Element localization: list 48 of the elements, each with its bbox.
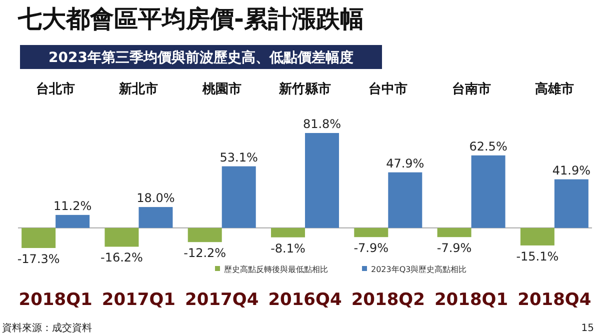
bar [388,172,422,228]
text: 2018Q1 [434,290,508,310]
chart-subtitle: 2023年第三季均價與前波歷史高、低點價差幅度 [48,49,354,66]
data-label: 18.0% [136,191,175,206]
bar [437,228,472,238]
legend-label: 2023年Q3與歷史高點相比 [371,265,467,274]
x-tick-label: 台中市 [368,81,408,97]
x-tick-label: 桃園市 [201,81,242,97]
data-label: -7.9% [436,241,472,256]
bar [138,207,173,228]
data-label: 62.5% [469,139,508,154]
bar [554,179,588,228]
x-tick-label: 高雄市 [534,81,574,97]
chart-title: 七大都會區平均房價-累計漲跌幅 [17,5,364,33]
legend-label: 歷史高點反轉後與最低點相比 [224,265,328,274]
data-label: 81.8% [302,117,342,131]
bar [520,228,554,246]
data-label: -7.9% [354,241,389,256]
bar [305,133,339,228]
text: 2016Q4 [268,290,342,310]
text: 2017Q4 [185,290,259,310]
data-label: 11.2% [54,198,92,213]
text: 2017Q1 [102,290,176,310]
bar [354,228,388,238]
data-label: -8.1% [270,241,306,256]
x-tick-label: 台北市 [36,81,76,97]
data-label: 53.1% [220,150,258,164]
x-tick-label: 台南市 [452,81,491,97]
bar [222,166,256,228]
data-label: -16.2% [100,250,143,265]
bar [271,228,305,238]
text: 2018Q4 [518,290,592,310]
bar [471,155,506,228]
x-tick-label: 新竹縣市 [278,81,331,97]
text: 2018Q2 [351,290,425,310]
data-label: 47.9% [386,156,424,170]
data-label: -17.3% [17,252,60,266]
bar [104,228,139,247]
data-label: -12.2% [184,246,226,260]
source-note: 資料來源：成交資料 [2,322,92,334]
x-tick-label: 新北市 [118,81,158,97]
data-label: -15.1% [516,249,559,264]
bar [188,228,222,242]
text: 2018Q1 [18,290,92,310]
bar [56,214,90,228]
data-label: 41.9% [552,163,590,178]
bar [22,228,56,248]
text: 15 [581,323,594,334]
